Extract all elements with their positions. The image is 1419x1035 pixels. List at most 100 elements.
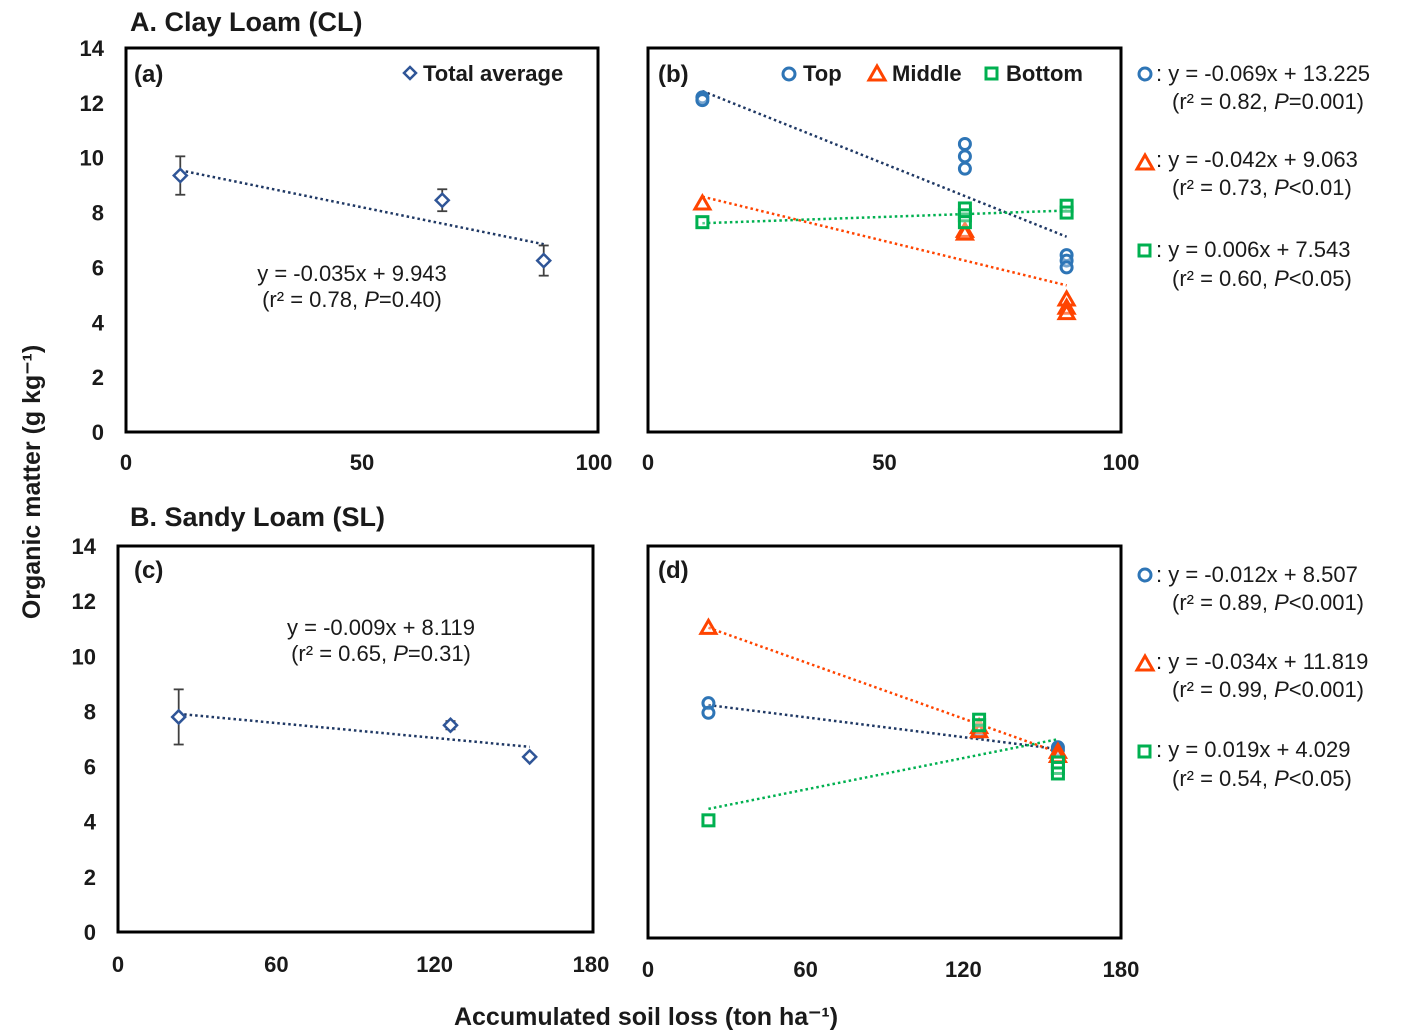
equation-middle-text: : y = -0.042x + 9.063 [1156,147,1358,172]
panel-a-markers [172,155,552,277]
data-point-bottom [701,813,716,828]
legend-diamond-marker [402,65,418,81]
x-tick-label: 120 [416,952,453,977]
panel-d-ticks: 0 60 120 180 [642,957,1139,982]
data-point-top [701,705,716,720]
data-point-total-average [442,716,459,734]
equation-bottom-stats: (r² = 0.54, P<0.05) [1172,766,1352,791]
trendline-middle [708,626,1059,754]
trendline-middle [702,195,1067,287]
y-tick-label: 0 [84,920,96,945]
equation-top-stats: (r² = 0.89, P<0.001) [1172,590,1364,615]
x-axis-title: Accumulated soil loss (ton ha⁻¹) [454,1003,838,1031]
y-tick-label: 0 [92,420,104,445]
equation-middle: : y = -0.034x + 11.819 (r² = 0.99, P<0.0… [1134,649,1368,702]
panel-d-trendlines [708,626,1059,811]
data-point-middle [692,192,713,211]
x-tick-label: 180 [573,952,610,977]
x-tick-label: 0 [642,957,654,982]
y-tick-label: 6 [92,255,104,280]
y-tick-label: 4 [92,310,105,335]
equation-bottom-text: : y = 0.006x + 7.543 [1156,237,1350,262]
equation-top-marker [1137,66,1153,82]
equation-bottom-stats: (r² = 0.60, P<0.05) [1172,266,1352,291]
panel-d-label: (d) [658,557,689,584]
data-point-top [695,93,710,108]
trendline-total-average [178,712,530,749]
panel-a-legend: Total average [402,61,563,86]
y-axis-title: Organic matter (g kg⁻¹) [18,345,46,619]
data-point-top [957,161,972,176]
y-tick-label: 14 [80,36,105,61]
legend-middle-label: Middle [892,61,962,86]
panel-d: 0 60 120 180 (d) [642,544,1139,982]
legend-top-label: Top [803,61,842,86]
data-point-top [957,149,972,164]
equation-middle-marker [1134,151,1156,171]
panel-b-equation-legend: : y = -0.069x + 13.225 (r² = 0.82, P=0.0… [1134,61,1370,291]
trendline-bottom [702,209,1067,225]
data-point-total-average [433,191,451,209]
data-point-top [1059,260,1074,275]
data-point-total-average [170,708,187,726]
section-title-sandy-loam: B. Sandy Loam (SL) [130,502,385,532]
x-tick-label: 0 [120,450,132,475]
panel-d-equation-legend: : y = -0.012x + 8.507 (r² = 0.89, P<0.00… [1134,562,1368,791]
equation-top-marker [1137,567,1153,583]
panel-d-frame [646,544,1123,940]
y-tick-label: 8 [92,201,104,226]
legend-bottom-label: Bottom [1006,61,1083,86]
y-tick-label: 2 [84,865,96,890]
y-tick-label: 8 [84,699,96,724]
panel-c: 0 60 120 180 0 2 4 6 8 10 12 14 (c) y = -0.009x + 8… [72,534,610,977]
equation-top-text: : y = -0.069x + 13.225 [1156,61,1370,86]
equation-top: : y = -0.012x + 8.507 (r² = 0.89, P<0.00… [1137,562,1364,615]
equation-bottom-marker [1137,744,1152,759]
y-tick-label: 6 [84,755,96,780]
data-point-middle [1056,302,1077,321]
panel-c-ticks: 0 60 120 180 0 2 4 6 8 10 12 14 [72,534,610,977]
equation-bottom-text: : y = 0.019x + 4.029 [1156,737,1350,762]
x-tick-label: 100 [1103,450,1140,475]
panel-b-legend: Top Middle Bottom [781,61,1083,86]
y-tick-label: 14 [72,534,97,559]
y-tick-label: 10 [72,644,96,669]
panel-a-frame [124,46,600,434]
x-tick-label: 100 [576,450,613,475]
panel-c-label: (c) [134,557,163,584]
x-tick-label: 50 [350,450,374,475]
y-tick-label: 10 [80,146,104,171]
panel-a-trendlines [180,169,544,246]
equation-top-stats: (r² = 0.82, P=0.001) [1172,89,1364,114]
data-point-total-average [172,167,189,184]
x-tick-label: 50 [872,450,896,475]
data-point-bottom [695,215,710,230]
trendline-total-average [180,169,544,246]
trendline-bottom [708,737,1059,811]
legend-bottom-marker [984,66,999,81]
equation-middle-marker [1134,652,1156,672]
panel-b-label: (b) [658,61,689,88]
legend-total-average-label: Total average [423,61,563,86]
x-tick-label: 60 [793,957,817,982]
data-point-middle [698,617,719,635]
equation-bottom: : y = 0.006x + 7.543 (r² = 0.60, P<0.05) [1137,237,1352,291]
x-tick-label: 120 [945,957,982,982]
data-point-total-average [535,252,552,269]
panel-c-equation: y = -0.009x + 8.119 [287,615,475,640]
y-tick-label: 12 [80,91,104,116]
x-tick-label: 180 [1103,957,1140,982]
data-point-bottom [972,718,987,733]
y-tick-label: 12 [72,589,96,614]
panel-a: 0 50 100 0 2 4 6 8 10 12 14 (a) Total average y = … [80,36,613,475]
legend-middle-marker [866,62,888,82]
equation-middle-text: : y = -0.034x + 11.819 [1156,649,1368,674]
panel-d-markers [698,617,1069,828]
data-point-total-average [521,748,538,766]
panel-c-markers [170,688,538,766]
data-point-bottom [1050,766,1065,781]
panel-b-markers [692,90,1077,321]
data-point-top [957,137,972,151]
section-title-clay-loam: A. Clay Loam (CL) [130,7,363,37]
trendline-top [701,89,1068,238]
